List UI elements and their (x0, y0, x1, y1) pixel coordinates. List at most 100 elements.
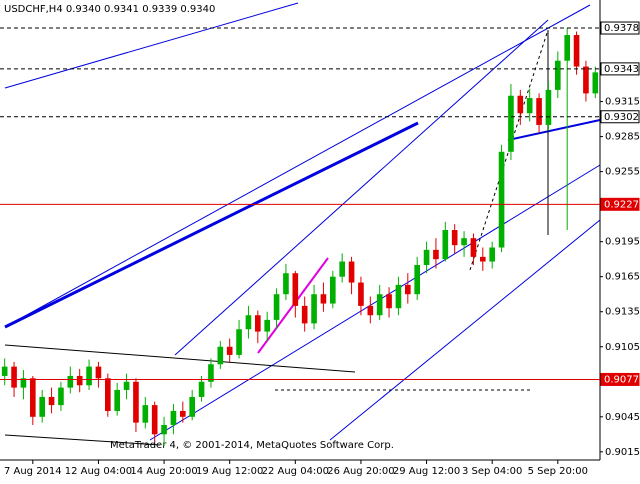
candle-body (536, 98, 542, 125)
level-label-box (600, 21, 640, 35)
y-tick-label: 0.9195 (605, 237, 640, 248)
candle-body (133, 381, 139, 423)
candle-body (461, 238, 467, 246)
y-tick-label: 0.9135 (605, 307, 640, 318)
candle-body (367, 305, 374, 316)
y-tick-label: 0.9105 (605, 342, 640, 353)
trendline (4, 4, 591, 328)
candle-body (170, 410, 177, 425)
candle-body (330, 276, 336, 304)
candle-body (1, 366, 8, 376)
candle-body (545, 89, 552, 125)
candle-body (573, 35, 580, 67)
trendline (507, 119, 601, 141)
candle-body (564, 35, 570, 61)
level-label-box (600, 197, 640, 211)
candle-body (198, 381, 205, 397)
candle-body (311, 294, 317, 324)
trendline (174, 19, 549, 356)
trendline (329, 219, 601, 441)
candle-body (395, 284, 402, 309)
candle-body (320, 294, 327, 304)
candle-body (189, 396, 195, 417)
level-label: 0.9227 (604, 199, 639, 210)
candle-body (480, 256, 486, 262)
candle-body (123, 381, 130, 390)
x-tick-label: 29 Aug 12:00 (393, 466, 460, 477)
y-tick-label: 0.9255 (605, 167, 640, 178)
y-tick-label: 0.9165 (605, 272, 640, 283)
trendline (4, 121, 419, 329)
candle-body (348, 261, 355, 283)
candle-body (67, 375, 74, 388)
candle-body (508, 95, 514, 152)
candle-body (95, 366, 102, 379)
trendline (4, 344, 356, 373)
candle-body (58, 387, 64, 406)
level-label: 0.9343 (604, 64, 639, 75)
candle-body (255, 315, 261, 332)
candle-body (583, 66, 589, 94)
candle-body (114, 389, 120, 411)
y-tick-label: 0.9315 (605, 97, 640, 108)
candle-body (489, 247, 495, 262)
candle-body (526, 98, 533, 114)
candle-body (86, 366, 92, 386)
candle-body (39, 396, 45, 417)
candle-body (376, 294, 383, 316)
x-tick-label: 7 Aug 2014 (4, 466, 62, 477)
candle-body (180, 410, 186, 417)
candle-body (405, 284, 411, 295)
level-label: 0.9302 (604, 112, 639, 123)
candle-body (555, 60, 561, 90)
candle-body (105, 378, 111, 411)
candle-body (433, 249, 439, 260)
candle-body (292, 273, 299, 306)
trendline (149, 164, 601, 441)
candle-body (414, 265, 420, 295)
trendline (4, 2, 299, 89)
x-tick-label: 26 Aug 20:00 (327, 466, 394, 477)
y-tick-label: 0.9285 (605, 132, 640, 143)
candle-body (142, 405, 149, 423)
candle-body (30, 378, 36, 417)
candle-body (423, 249, 430, 266)
level-label-box (600, 372, 640, 386)
level-label-box (600, 62, 640, 76)
y-tick-label: 0.9045 (605, 412, 640, 423)
x-tick-label: 14 Aug 20:00 (130, 466, 197, 477)
candle-body (11, 366, 17, 388)
level-label-box (600, 110, 640, 124)
candle-body (358, 282, 364, 306)
level-label: 0.9077 (604, 374, 639, 385)
watermark: MetaTrader 4, © 2001-2014, MetaQuotes So… (110, 440, 394, 451)
trendline (4, 434, 161, 446)
candle-body (217, 346, 224, 365)
candle-body (498, 151, 505, 248)
candle-body (76, 375, 83, 386)
level-label: 0.9378 (604, 23, 639, 34)
x-tick-label: 5 Sep 20:00 (528, 466, 588, 477)
candle-body (301, 305, 308, 324)
candle-body (470, 238, 477, 257)
candle-body (442, 230, 449, 260)
candle-body (208, 364, 214, 382)
candle-body (48, 396, 55, 406)
candle-body (161, 424, 167, 435)
candle-body (517, 95, 524, 114)
candle-body (245, 315, 252, 330)
candle-body (451, 230, 458, 246)
candle-body (226, 346, 233, 355)
candle-body (151, 405, 158, 435)
candle-body (339, 261, 345, 277)
chart-title: USDCHF,H4 0.9340 0.9341 0.9339 0.9340 (4, 4, 215, 15)
candle-body (283, 273, 289, 295)
x-tick-label: 3 Sep 04:00 (462, 466, 522, 477)
candle-body (273, 294, 280, 320)
x-tick-label: 12 Aug 04:00 (65, 466, 132, 477)
x-tick-label: 19 Aug 12:00 (196, 466, 263, 477)
candle-body (20, 378, 27, 388)
y-tick-label: 0.9015 (605, 447, 640, 458)
